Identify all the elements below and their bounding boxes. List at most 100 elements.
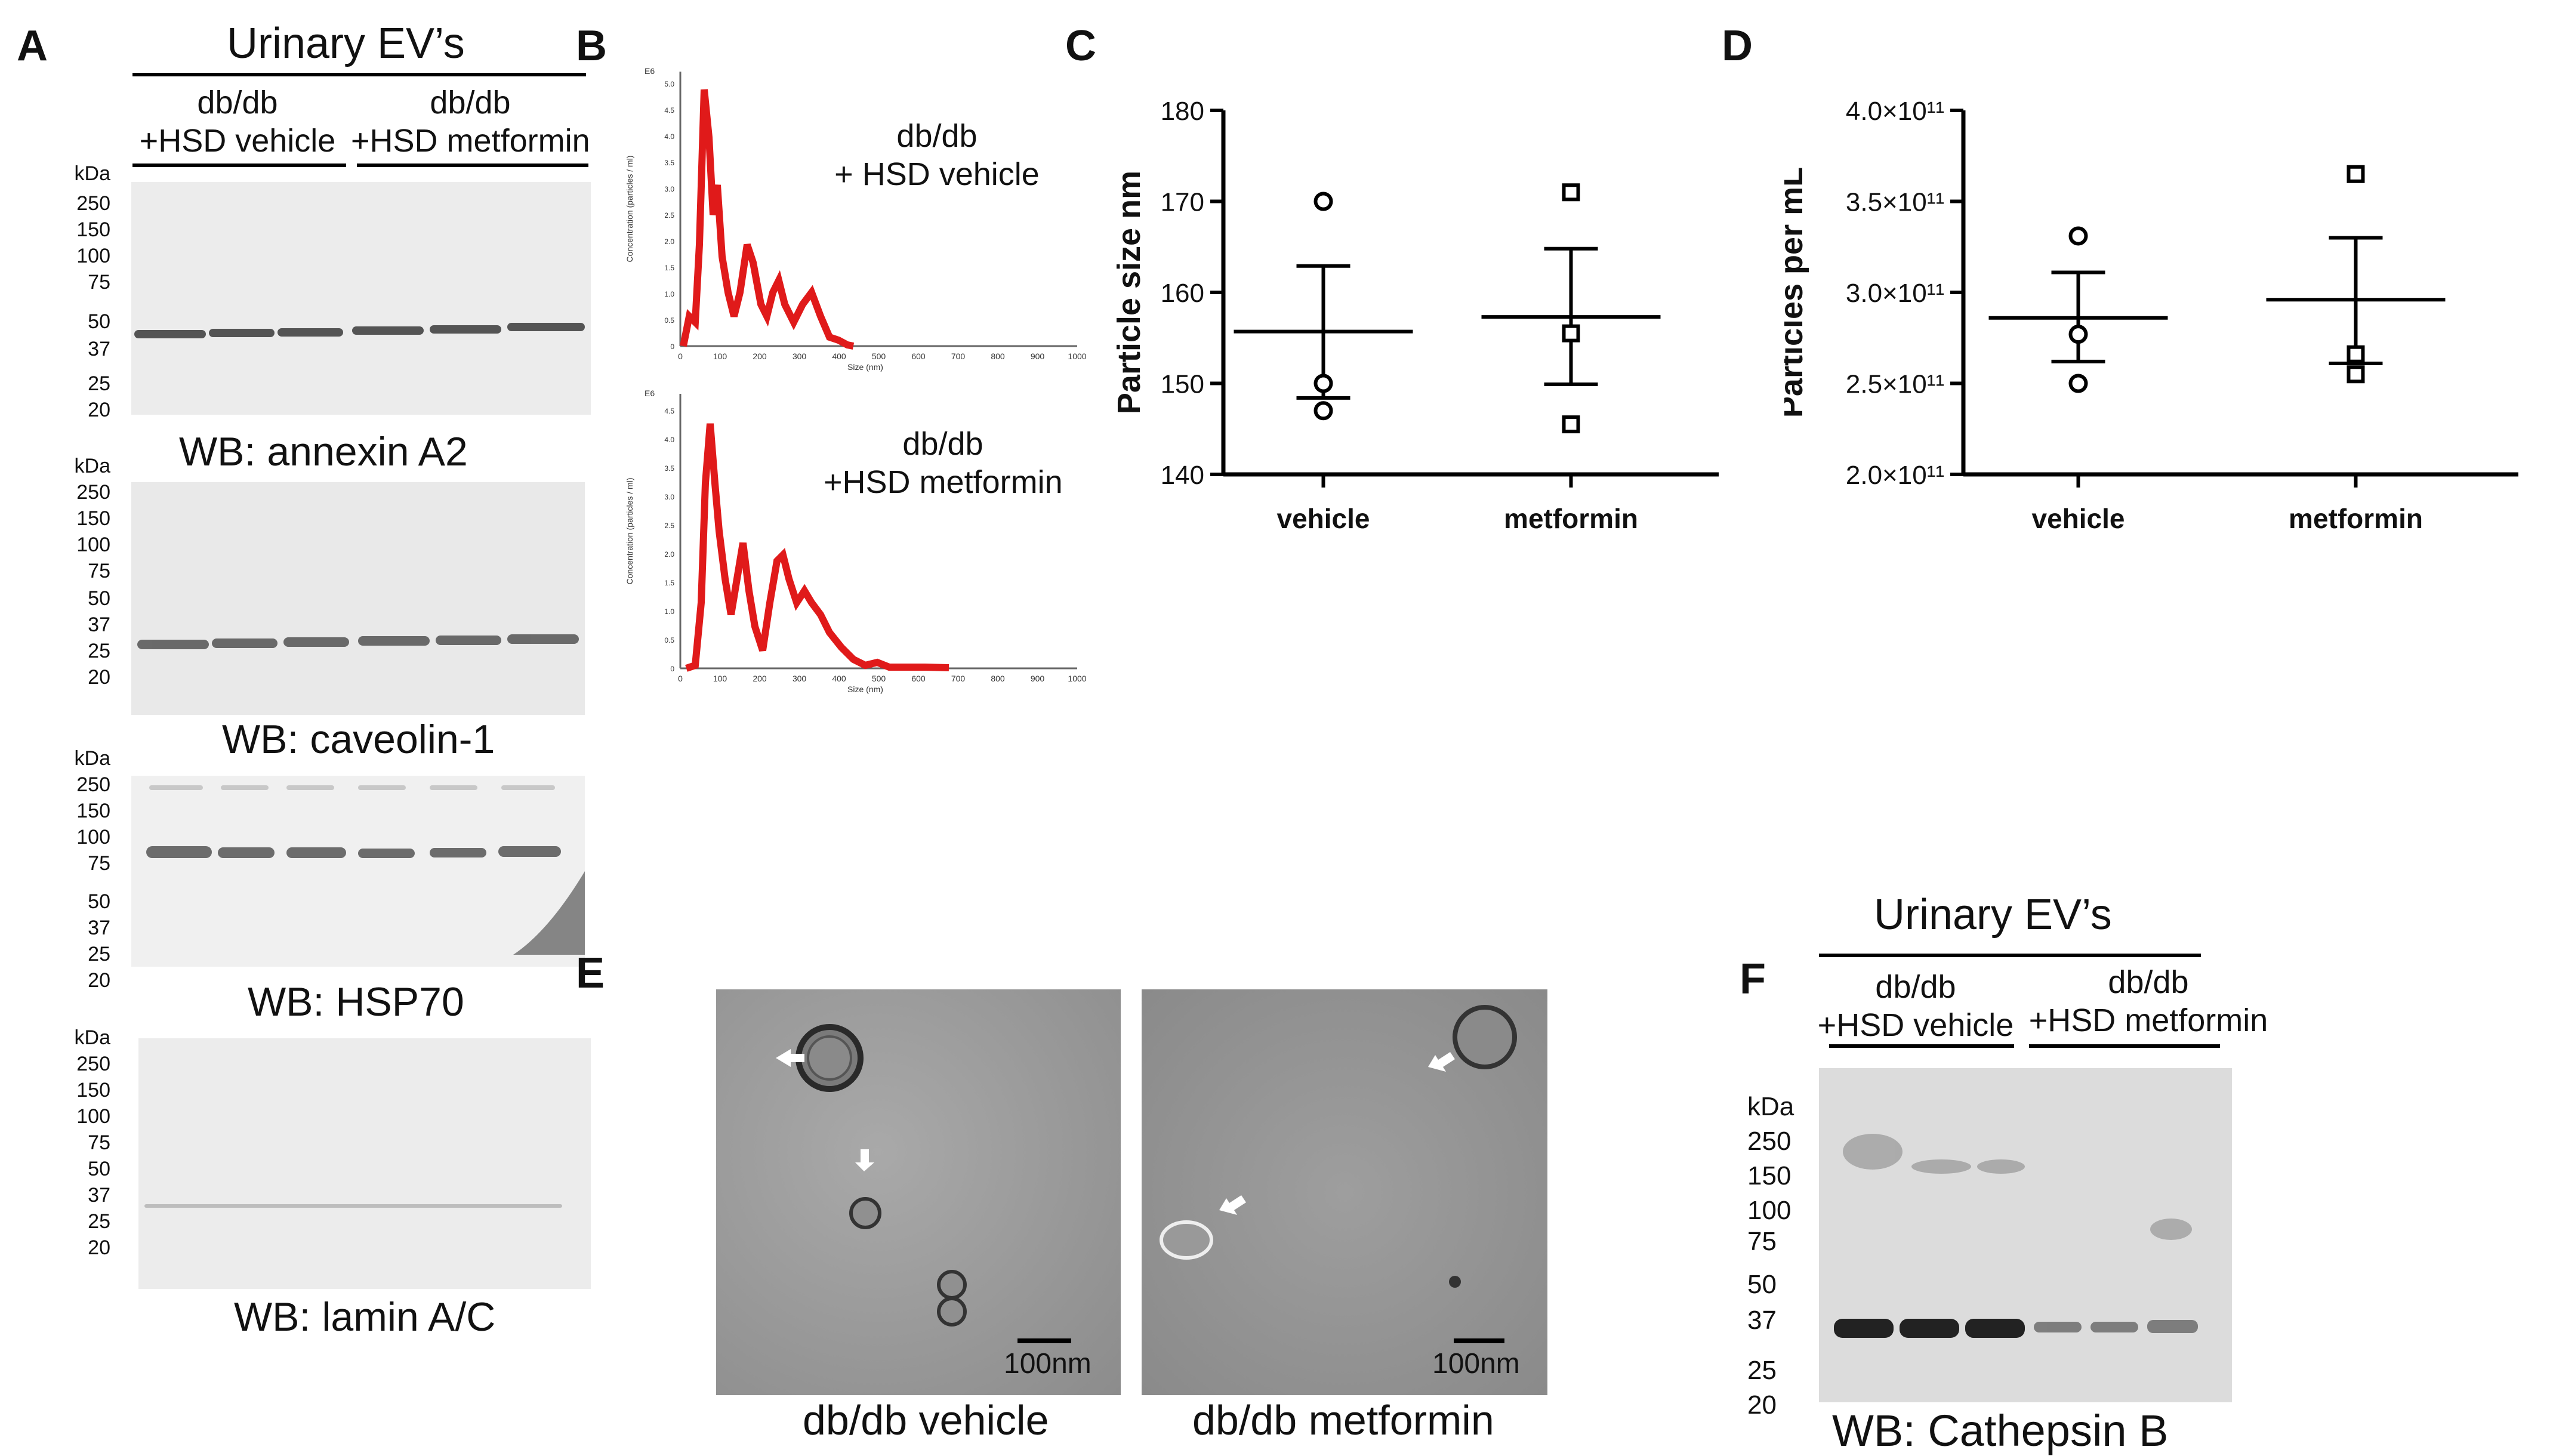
panel-a-group-metformin: db/db +HSD metformin bbox=[351, 84, 590, 160]
scale-bar-label: 100nm bbox=[1004, 1348, 1091, 1380]
arrow-icon bbox=[776, 1049, 804, 1067]
data-point bbox=[1313, 192, 1333, 211]
nta-top-ytick: 3.5 bbox=[664, 159, 674, 167]
blot-title: WB: lamin A/C bbox=[234, 1294, 496, 1340]
kda-75: 75 bbox=[88, 560, 110, 582]
band bbox=[286, 785, 334, 790]
nta-bottom-xtick: 200 bbox=[753, 674, 767, 683]
nta-bottom-ytick: 2.0 bbox=[664, 550, 674, 559]
panel-letter-e: E bbox=[576, 949, 605, 997]
kda-50: 50 bbox=[88, 587, 110, 610]
band bbox=[2150, 1219, 2192, 1240]
panel-d-chart: 2.0×10¹¹ 2.5×10¹¹ 3.0×10¹¹ 3.5×10¹¹ 4.0×10¹¹… bbox=[1784, 97, 2518, 534]
panel-letter-f: F bbox=[1740, 955, 1766, 1003]
nta-bottom-ytick: 2.5 bbox=[664, 522, 674, 530]
em-caption-metformin: db/db metformin bbox=[1192, 1397, 1494, 1443]
band bbox=[1834, 1319, 1894, 1338]
panel-a-header-rule bbox=[132, 73, 586, 76]
y-tick-label: 3.5×10¹¹ bbox=[1846, 188, 1944, 217]
panel-c-chart: 140 150 160 170 180 Particle size nm vehicle me… bbox=[1111, 97, 1719, 534]
y-tick-label: 160 bbox=[1161, 279, 1204, 308]
band bbox=[430, 848, 486, 857]
band bbox=[134, 330, 206, 338]
kda-75: 75 bbox=[88, 852, 110, 875]
band bbox=[212, 638, 277, 648]
nta-top-xtick: 600 bbox=[911, 351, 926, 361]
band bbox=[277, 328, 343, 337]
band bbox=[1911, 1159, 1971, 1174]
kda-150: 150 bbox=[76, 1079, 110, 1102]
y-tick-label: 3.0×10¹¹ bbox=[1846, 279, 1944, 308]
kda-250: 250 bbox=[76, 481, 110, 504]
band bbox=[1977, 1159, 2025, 1174]
nta-top-xtick: 1000 bbox=[1068, 351, 1086, 361]
band bbox=[2034, 1322, 2082, 1332]
nta-bottom-ylabel: Concentration (particles / ml) bbox=[625, 478, 634, 585]
band bbox=[1900, 1319, 1959, 1338]
kda-25: 25 bbox=[88, 372, 110, 395]
blot-title: WB: caveolin-1 bbox=[222, 717, 495, 762]
band bbox=[209, 329, 275, 337]
kda-150: 150 bbox=[1747, 1161, 1792, 1190]
data-point bbox=[2068, 325, 2088, 344]
nta-top-ytick: 0 bbox=[670, 343, 674, 351]
kda-37: 37 bbox=[88, 613, 110, 636]
nta-bottom-ytick: 3.5 bbox=[664, 464, 674, 473]
nta-bottom-xtick: 700 bbox=[951, 674, 966, 683]
band bbox=[1965, 1319, 2025, 1338]
nta-top-ytick: 2.5 bbox=[664, 211, 674, 220]
nta-top-ytick: 3.0 bbox=[664, 185, 674, 193]
data-point bbox=[2347, 365, 2365, 384]
kda-20: 20 bbox=[88, 969, 110, 992]
vesicle bbox=[937, 1270, 967, 1300]
nta-bottom-xlabel: Size (nm) bbox=[847, 684, 883, 694]
band bbox=[358, 849, 415, 858]
blot-hsp70 bbox=[131, 776, 585, 967]
nta-top-ytick: 2.0 bbox=[664, 237, 674, 246]
label-line2: +HSD metformin bbox=[824, 464, 1063, 500]
band bbox=[430, 325, 501, 334]
blot-bands bbox=[146, 785, 585, 955]
panel-a-header: Urinary EV’s bbox=[227, 20, 465, 67]
nta-top-xlabel: Size (nm) bbox=[847, 362, 883, 372]
nta-top-xtick: 300 bbox=[793, 351, 807, 361]
em-caption-vehicle: db/db vehicle bbox=[803, 1397, 1049, 1443]
y-tick-label: 170 bbox=[1161, 188, 1204, 217]
y-tick-label: 2.0×10¹¹ bbox=[1846, 461, 1944, 490]
nta-tick-labels: 0010010020020030030040040050050060060070… bbox=[664, 80, 1086, 683]
nta-top-ytick: 5.0 bbox=[664, 80, 674, 88]
blot-bands bbox=[137, 634, 579, 649]
x-tick-label: vehicle bbox=[1277, 503, 1370, 534]
kda-label: kDa bbox=[74, 455, 110, 477]
panel-f-group-metformin: db/db +HSD metformin bbox=[2023, 963, 2274, 1039]
blot-title: WB: annexin A2 bbox=[179, 429, 468, 474]
nta-bottom-xtick: 0 bbox=[678, 674, 683, 683]
kda-label: kDa bbox=[74, 1026, 110, 1049]
kda-20: 20 bbox=[88, 399, 110, 421]
x-tick-label: metformin bbox=[1504, 503, 1638, 534]
band bbox=[137, 640, 209, 649]
group-line1: db/db bbox=[430, 85, 511, 121]
band bbox=[501, 785, 555, 790]
arrow-icon bbox=[1428, 1052, 1455, 1072]
kda-100: 100 bbox=[1747, 1196, 1792, 1225]
nta-top-scale: E6 bbox=[645, 66, 655, 76]
nta-bottom-ytick: 4.5 bbox=[664, 407, 674, 415]
scale-bar bbox=[1017, 1338, 1071, 1343]
nta-bottom-ytick: 3.0 bbox=[664, 493, 674, 501]
nta-top-trace bbox=[680, 89, 855, 350]
nta-top-xtick: 900 bbox=[1031, 351, 1045, 361]
vesicle bbox=[1453, 1005, 1517, 1069]
band bbox=[498, 846, 561, 857]
blot-title-cathepsin-b: WB: Cathepsin B bbox=[1832, 1406, 2169, 1455]
blot-bands bbox=[144, 1204, 562, 1208]
group-line2: +HSD vehicle bbox=[139, 123, 336, 159]
y-tick-label: 180 bbox=[1161, 97, 1204, 126]
nta-top-ytick: 4.0 bbox=[664, 132, 674, 141]
data-point bbox=[1562, 183, 1580, 202]
panel-a-vehicle-rule bbox=[132, 164, 346, 167]
kda-label: kDa bbox=[74, 747, 110, 770]
band bbox=[146, 846, 212, 858]
y-tick-label: 140 bbox=[1161, 461, 1204, 490]
nta-bottom-xtick: 1000 bbox=[1068, 674, 1086, 683]
